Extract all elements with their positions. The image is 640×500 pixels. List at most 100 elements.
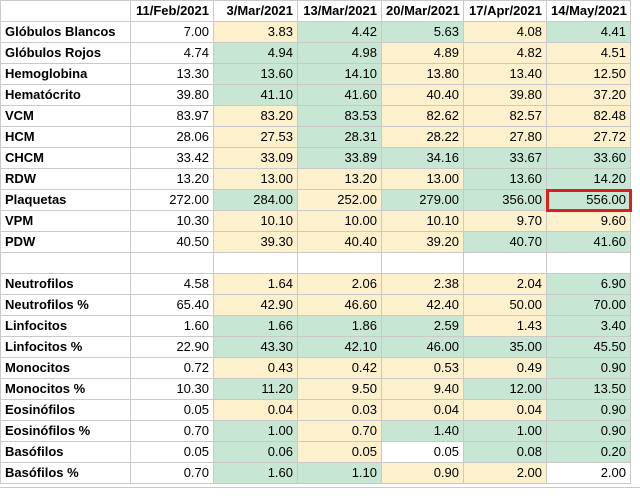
value-cell[interactable]: 37.20 (546, 84, 631, 106)
value-cell[interactable]: 40.50 (130, 231, 214, 253)
value-cell[interactable]: 83.97 (130, 105, 214, 127)
value-cell[interactable]: 46.60 (297, 294, 382, 316)
row-label-cell[interactable]: Glóbulos Rojos (0, 42, 131, 64)
value-cell[interactable]: 3.83 (213, 21, 298, 43)
value-cell[interactable]: 33.42 (130, 147, 214, 169)
header-cell[interactable]: 14/May/2021 (546, 0, 631, 22)
row-label-cell[interactable]: Eosinófilos (0, 399, 131, 421)
header-cell[interactable] (0, 0, 131, 22)
value-cell[interactable] (381, 252, 464, 274)
value-cell[interactable]: 4.94 (213, 42, 298, 64)
value-cell[interactable]: 3.40 (546, 315, 631, 337)
row-label-cell[interactable]: Neutrofilos (0, 273, 131, 295)
value-cell[interactable]: 83.53 (297, 105, 382, 127)
value-cell[interactable]: 70.00 (546, 294, 631, 316)
value-cell[interactable]: 39.30 (213, 231, 298, 253)
value-cell[interactable]: 6.90 (546, 273, 631, 295)
value-cell[interactable]: 13.60 (463, 168, 547, 190)
value-cell[interactable]: 12.50 (546, 63, 631, 85)
value-cell[interactable]: 45.50 (546, 336, 631, 358)
value-cell[interactable]: 41.10 (213, 84, 298, 106)
value-cell[interactable]: 10.00 (297, 210, 382, 232)
value-cell[interactable]: 82.48 (546, 105, 631, 127)
value-cell[interactable]: 0.42 (297, 357, 382, 379)
row-label-cell[interactable]: Plaquetas (0, 189, 131, 211)
value-cell[interactable]: 0.70 (130, 420, 214, 442)
value-cell[interactable]: 0.70 (297, 420, 382, 442)
value-cell[interactable]: 0.72 (130, 357, 214, 379)
value-cell[interactable]: 1.40 (381, 420, 464, 442)
value-cell[interactable]: 0.04 (213, 399, 298, 421)
value-cell[interactable]: 13.00 (213, 168, 298, 190)
value-cell[interactable]: 82.57 (463, 105, 547, 127)
value-cell[interactable]: 39.80 (463, 84, 547, 106)
value-cell[interactable]: 9.60 (546, 210, 631, 232)
value-cell[interactable]: 22.90 (130, 336, 214, 358)
value-cell[interactable] (130, 252, 214, 274)
row-label-cell[interactable]: PDW (0, 231, 131, 253)
value-cell[interactable]: 9.40 (381, 378, 464, 400)
value-cell[interactable]: 1.00 (213, 420, 298, 442)
value-cell[interactable]: 284.00 (213, 189, 298, 211)
value-cell[interactable]: 1.66 (213, 315, 298, 337)
value-cell[interactable]: 13.20 (130, 168, 214, 190)
value-cell[interactable]: 4.41 (546, 21, 631, 43)
value-cell[interactable]: 40.40 (297, 231, 382, 253)
value-cell[interactable]: 0.08 (463, 441, 547, 463)
value-cell[interactable]: 0.70 (130, 462, 214, 484)
value-cell[interactable]: 0.04 (381, 399, 464, 421)
value-cell[interactable]: 13.20 (297, 168, 382, 190)
row-label-cell[interactable]: Monocitos (0, 357, 131, 379)
value-cell[interactable]: 42.10 (297, 336, 382, 358)
row-label-cell[interactable]: Basófilos (0, 441, 131, 463)
value-cell[interactable]: 40.40 (381, 84, 464, 106)
value-cell[interactable]: 4.98 (297, 42, 382, 64)
value-cell[interactable]: 9.70 (463, 210, 547, 232)
value-cell[interactable]: 13.30 (130, 63, 214, 85)
value-cell[interactable]: 0.20 (546, 441, 631, 463)
value-cell[interactable]: 33.67 (463, 147, 547, 169)
value-cell[interactable]: 46.00 (381, 336, 464, 358)
value-cell[interactable]: 1.86 (297, 315, 382, 337)
value-cell[interactable]: 13.40 (463, 63, 547, 85)
value-cell[interactable]: 40.70 (463, 231, 547, 253)
value-cell[interactable]: 2.38 (381, 273, 464, 295)
value-cell[interactable]: 28.22 (381, 126, 464, 148)
value-cell[interactable]: 1.64 (213, 273, 298, 295)
value-cell[interactable] (297, 252, 382, 274)
row-label-cell[interactable]: Eosinófilos % (0, 420, 131, 442)
row-label-cell[interactable]: VPM (0, 210, 131, 232)
value-cell[interactable]: 7.00 (130, 21, 214, 43)
value-cell[interactable]: 33.60 (546, 147, 631, 169)
value-cell[interactable]: 50.00 (463, 294, 547, 316)
value-cell[interactable]: 0.05 (130, 399, 214, 421)
value-cell[interactable]: 5.63 (381, 21, 464, 43)
value-cell[interactable]: 33.89 (297, 147, 382, 169)
value-cell[interactable]: 35.00 (463, 336, 547, 358)
value-cell[interactable]: 39.80 (130, 84, 214, 106)
value-cell[interactable]: 0.90 (381, 462, 464, 484)
row-label-cell[interactable]: Linfocitos % (0, 336, 131, 358)
value-cell[interactable]: 10.10 (213, 210, 298, 232)
value-cell[interactable]: 34.16 (381, 147, 464, 169)
value-cell[interactable]: 0.04 (463, 399, 547, 421)
value-cell[interactable]: 4.42 (297, 21, 382, 43)
value-cell[interactable]: 12.00 (463, 378, 547, 400)
value-cell[interactable]: 0.90 (546, 357, 631, 379)
value-cell[interactable]: 43.30 (213, 336, 298, 358)
value-cell[interactable]: 356.00 (463, 189, 547, 211)
row-label-cell[interactable]: CHCM (0, 147, 131, 169)
row-label-cell[interactable]: HCM (0, 126, 131, 148)
value-cell[interactable]: 13.50 (546, 378, 631, 400)
value-cell[interactable]: 0.49 (463, 357, 547, 379)
value-cell[interactable]: 1.00 (463, 420, 547, 442)
value-cell[interactable]: 2.04 (463, 273, 547, 295)
value-cell[interactable]: 10.30 (130, 378, 214, 400)
value-cell[interactable]: 13.00 (381, 168, 464, 190)
row-label-cell[interactable]: Neutrofilos % (0, 294, 131, 316)
value-cell[interactable]: 4.74 (130, 42, 214, 64)
value-cell[interactable]: 10.30 (130, 210, 214, 232)
row-label-cell[interactable]: Monocitos % (0, 378, 131, 400)
value-cell[interactable]: 14.10 (297, 63, 382, 85)
header-cell[interactable]: 13/Mar/2021 (297, 0, 382, 22)
